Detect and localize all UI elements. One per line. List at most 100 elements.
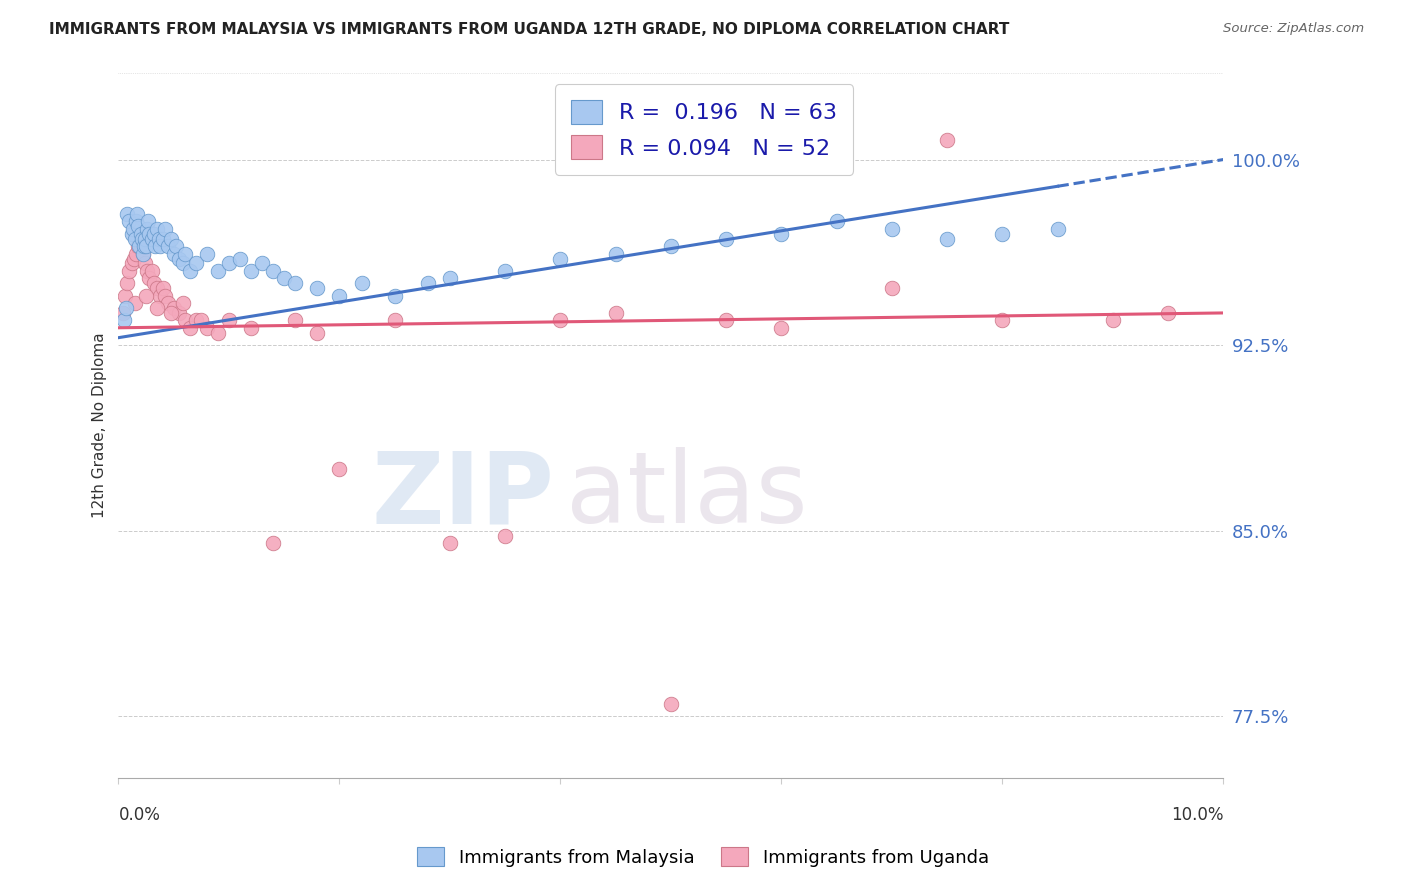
Point	[880, 222, 903, 236]
Point	[659, 239, 682, 253]
Point	[605, 246, 627, 260]
Point	[714, 313, 737, 327]
Point	[190, 313, 212, 327]
Point	[129, 227, 152, 241]
Point	[1101, 313, 1123, 327]
Point	[172, 296, 194, 310]
Point	[135, 288, 157, 302]
Point	[284, 277, 307, 291]
Point	[122, 252, 145, 266]
Point	[129, 232, 152, 246]
Point	[714, 232, 737, 246]
Point	[273, 271, 295, 285]
Point	[125, 214, 148, 228]
Point	[167, 252, 190, 266]
Point	[146, 301, 169, 315]
Point	[127, 219, 149, 234]
Point	[141, 264, 163, 278]
Point	[262, 536, 284, 550]
Legend: Immigrants from Malaysia, Immigrants from Uganda: Immigrants from Malaysia, Immigrants fro…	[409, 840, 997, 874]
Point	[131, 232, 153, 246]
Point	[125, 246, 148, 260]
Point	[825, 214, 848, 228]
Point	[153, 288, 176, 302]
Point	[127, 239, 149, 253]
Point	[152, 232, 174, 246]
Point	[240, 264, 263, 278]
Point	[163, 301, 186, 315]
Point	[218, 313, 240, 327]
Point	[165, 239, 187, 253]
Point	[149, 239, 172, 253]
Point	[157, 239, 180, 253]
Point	[494, 528, 516, 542]
Point	[659, 697, 682, 711]
Text: ZIP: ZIP	[373, 448, 555, 544]
Point	[207, 264, 229, 278]
Point	[494, 264, 516, 278]
Point	[132, 246, 155, 260]
Point	[121, 222, 143, 236]
Point	[157, 296, 180, 310]
Legend: R =  0.196   N = 63, R = 0.094   N = 52: R = 0.196 N = 63, R = 0.094 N = 52	[555, 84, 853, 175]
Point	[173, 313, 195, 327]
Point	[439, 536, 461, 550]
Point	[149, 288, 172, 302]
Point	[153, 222, 176, 236]
Point	[160, 306, 183, 320]
Point	[121, 227, 143, 241]
Point	[117, 207, 139, 221]
Point	[1046, 222, 1069, 236]
Point	[114, 288, 136, 302]
Point	[550, 313, 572, 327]
Point	[184, 256, 207, 270]
Point	[218, 256, 240, 270]
Point	[350, 277, 373, 291]
Point	[127, 207, 149, 221]
Point	[179, 264, 201, 278]
Point	[936, 133, 959, 147]
Point	[384, 288, 406, 302]
Text: IMMIGRANTS FROM MALAYSIA VS IMMIGRANTS FROM UGANDA 12TH GRADE, NO DIPLOMA CORREL: IMMIGRANTS FROM MALAYSIA VS IMMIGRANTS F…	[49, 22, 1010, 37]
Point	[605, 306, 627, 320]
Point	[142, 227, 165, 241]
Point	[184, 313, 207, 327]
Text: atlas: atlas	[565, 448, 807, 544]
Point	[207, 326, 229, 340]
Point	[770, 227, 793, 241]
Point	[136, 222, 159, 236]
Text: 10.0%: 10.0%	[1171, 806, 1223, 824]
Point	[117, 277, 139, 291]
Point	[136, 214, 159, 228]
Y-axis label: 12th Grade, No Diploma: 12th Grade, No Diploma	[93, 333, 107, 518]
Point	[173, 246, 195, 260]
Point	[134, 256, 156, 270]
Point	[880, 281, 903, 295]
Point	[152, 281, 174, 295]
Point	[262, 264, 284, 278]
Point	[195, 246, 218, 260]
Point	[307, 281, 329, 295]
Point	[118, 264, 141, 278]
Text: 0.0%: 0.0%	[118, 806, 160, 824]
Point	[250, 256, 273, 270]
Point	[112, 313, 135, 327]
Point	[179, 320, 201, 334]
Point	[146, 222, 169, 236]
Point	[328, 462, 350, 476]
Point	[146, 281, 169, 295]
Point	[172, 256, 194, 270]
Point	[136, 264, 159, 278]
Point	[163, 246, 186, 260]
Point	[991, 313, 1014, 327]
Point	[138, 227, 160, 241]
Point	[550, 252, 572, 266]
Point	[148, 232, 170, 246]
Point	[1157, 306, 1180, 320]
Point	[229, 252, 252, 266]
Point	[121, 256, 143, 270]
Point	[195, 320, 218, 334]
Point	[160, 232, 183, 246]
Point	[167, 306, 190, 320]
Point	[128, 239, 150, 253]
